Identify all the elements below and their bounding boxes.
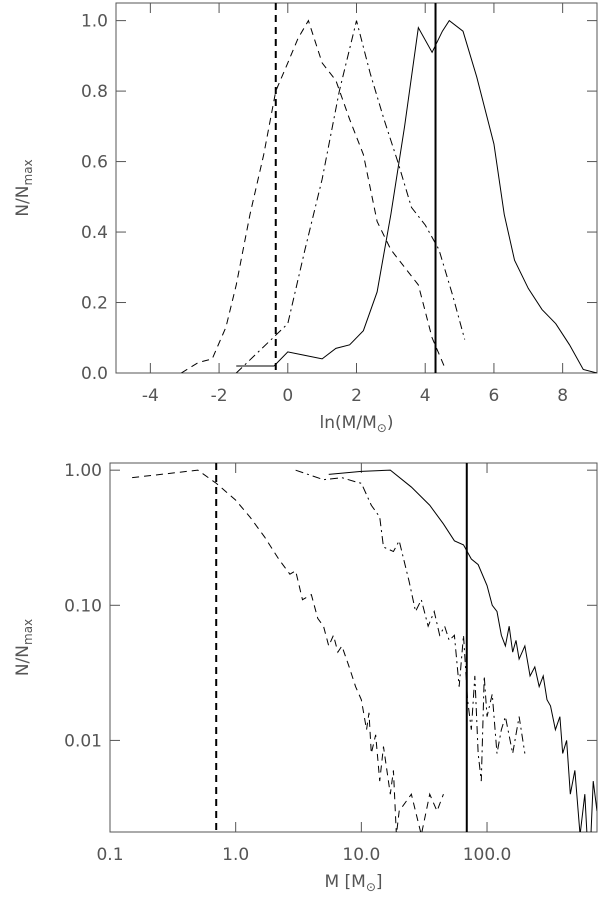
y-tick-label: 0.0 bbox=[81, 364, 108, 384]
plot-area bbox=[132, 463, 597, 832]
panel: -4 -2 0 2 4 6 8 0.0 0.2 0.4 0.6 0.8 1.0 ln(M/M⊙) N/Nma… bbox=[13, 2, 598, 435]
y-label-part: N/N bbox=[13, 645, 33, 676]
x-tick-label: 8 bbox=[557, 386, 568, 406]
x-label-part: ) bbox=[387, 413, 394, 433]
y-tick-label: 1.00 bbox=[64, 461, 102, 481]
series-line bbox=[328, 469, 597, 832]
x-tick-label: 1.0 bbox=[222, 845, 249, 865]
series-line bbox=[236, 19, 597, 373]
x-label-part: ⊙ bbox=[377, 421, 387, 435]
panel: 0.1 1.0 10.0 100.0 0.01 0.10 1.00 M [M⊙] N/Nmax bbox=[13, 461, 598, 894]
y-label-part: max bbox=[21, 619, 35, 645]
x-label-part: ] bbox=[376, 872, 383, 892]
series-line bbox=[235, 20, 466, 373]
x-tick-label: 2 bbox=[351, 386, 362, 406]
plot-area bbox=[181, 3, 597, 373]
x-axis-label: ln(M/M⊙) bbox=[320, 413, 394, 435]
x-tick-label: 10.0 bbox=[342, 845, 380, 865]
y-axis-label: N/Nmax bbox=[13, 619, 35, 676]
x-tick-label: 100.0 bbox=[463, 845, 512, 865]
axes-box bbox=[109, 462, 598, 833]
x-label-part: ln(M/M bbox=[320, 413, 377, 433]
series-line bbox=[295, 469, 526, 782]
axes-box bbox=[115, 2, 598, 374]
y-tick-label: 0.6 bbox=[81, 153, 108, 173]
series-line bbox=[181, 19, 445, 373]
x-tick-label: 4 bbox=[420, 386, 431, 406]
y-tick-label: 0.01 bbox=[64, 731, 102, 751]
x-tick-label: 6 bbox=[489, 386, 500, 406]
x-tick-label: 0 bbox=[282, 386, 293, 406]
y-tick-label: 1.0 bbox=[81, 12, 108, 32]
x-axis-label: M [M⊙] bbox=[324, 872, 382, 894]
y-tick-label: 0.10 bbox=[64, 596, 102, 616]
x-tick-label: 0.1 bbox=[96, 845, 123, 865]
x-tick-label: -4 bbox=[142, 386, 159, 406]
y-label-part: max bbox=[21, 159, 35, 185]
y-tick-label: 0.4 bbox=[81, 223, 108, 243]
x-tick-label: -2 bbox=[211, 386, 228, 406]
y-tick-label: 0.2 bbox=[81, 294, 108, 314]
series-line bbox=[132, 469, 444, 832]
x-label-part: ⊙ bbox=[366, 880, 376, 894]
y-label-part: N/N bbox=[13, 185, 33, 216]
y-tick-label: 0.8 bbox=[81, 82, 108, 102]
x-label-part: M [M bbox=[324, 872, 365, 892]
y-axis-label: N/Nmax bbox=[13, 159, 35, 216]
